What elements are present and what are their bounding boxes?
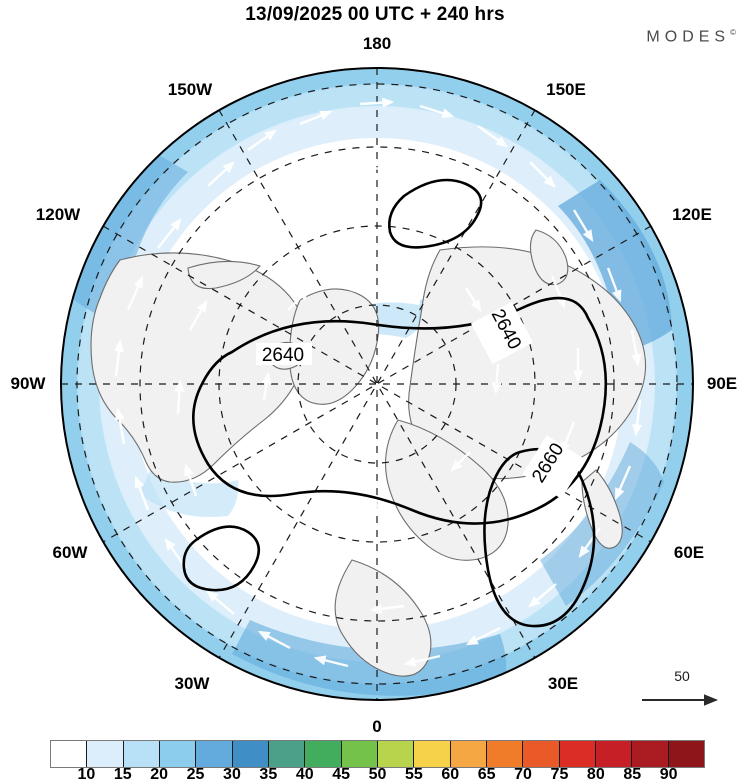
colorbar-tick-60: 60: [441, 766, 460, 783]
colorbar-tick-80: 80: [586, 766, 605, 783]
colorbar-cell-5: [232, 741, 269, 767]
colorbar-tick-55: 55: [404, 766, 423, 783]
colorbar-cell-8: [341, 741, 378, 767]
colorbar-cell-15: [595, 741, 633, 767]
colorbar-cell-7: [305, 741, 342, 767]
map-contents: [61, 68, 693, 700]
colorbar-cell-9: [377, 741, 415, 767]
copyright-icon: ©: [730, 28, 736, 37]
lon-label-60w: 60W: [52, 543, 88, 562]
colorbar-tick-85: 85: [623, 766, 642, 783]
colorbar-cell-11: [450, 741, 487, 767]
colorbar-cell-16: [632, 741, 669, 767]
polar-map[interactable]: 2640 2640 2660 180 150W 120W 90W 60W 30W…: [0, 0, 750, 736]
lon-label-150e: 150E: [546, 80, 586, 99]
graticule: [61, 68, 693, 700]
lon-label-30e: 30E: [547, 674, 579, 693]
lon-label-120w: 120W: [35, 205, 81, 224]
colorbar-cell-17: [668, 741, 704, 767]
colorbar-cell-12: [486, 741, 524, 767]
lon-label-180: 180: [362, 34, 392, 53]
colorbar-cell-14: [559, 741, 596, 767]
colorbar-tick-10: 10: [77, 766, 96, 783]
height-contours: [182, 178, 608, 628]
colorbar[interactable]: [50, 740, 705, 768]
colorbar-tick-90: 90: [659, 766, 678, 783]
colorbar-cell-6: [268, 741, 306, 767]
globe-disc: [61, 68, 693, 700]
colorbar-cell-2: [123, 741, 160, 767]
colorbar-tick-65: 65: [477, 766, 496, 783]
colorbar-cell-0: [51, 741, 88, 767]
colorbar-cell-10: [414, 741, 451, 767]
colorbar-tick-15: 15: [113, 766, 132, 783]
modes-logo: MODES©: [646, 28, 736, 46]
lon-label-90w: 90W: [10, 374, 46, 393]
colorbar-ticks: 10 15 20 25 30 35 40 45 50 55 60 65 70 75 80 85 90: [50, 766, 705, 784]
lon-label-0: 0: [372, 717, 382, 736]
colorbar-cell-3: [159, 741, 197, 767]
map-svg: 2640 2640 2660: [60, 67, 718, 706]
colorbar-tick-45: 45: [332, 766, 351, 783]
wind-scale-value: 50: [674, 668, 690, 684]
colorbar-tick-20: 20: [150, 766, 169, 783]
contour-label: 2640: [262, 345, 304, 366]
colorbar-tick-25: 25: [186, 766, 205, 783]
colorbar-tick-35: 35: [259, 766, 278, 783]
lon-label-120e: 120E: [672, 205, 712, 224]
colorbar-tick-30: 30: [223, 766, 241, 783]
wind-scale-legend: 50: [632, 668, 732, 714]
colorbar-tick-50: 50: [368, 766, 387, 783]
logo-text: MODES: [646, 28, 731, 46]
contour-label-masks: [256, 301, 586, 499]
lon-label-60e: 60E: [673, 543, 705, 562]
lon-label-90e: 90E: [706, 374, 738, 393]
colorbar-cell-13: [523, 741, 560, 767]
colorbar-tick-75: 75: [550, 766, 569, 783]
page-title: 13/09/2025 00 UTC + 240 hrs: [245, 4, 505, 25]
globe-limb: [60, 67, 694, 701]
colorbar-cell-4: [196, 741, 233, 767]
colorbar-cell-1: [87, 741, 124, 767]
lon-label-30w: 30W: [174, 674, 210, 693]
colorbar-tick-70: 70: [514, 766, 532, 783]
landmasses: [90, 229, 647, 677]
colorbar-tick-40: 40: [295, 766, 314, 783]
lon-label-150w: 150W: [167, 80, 213, 99]
